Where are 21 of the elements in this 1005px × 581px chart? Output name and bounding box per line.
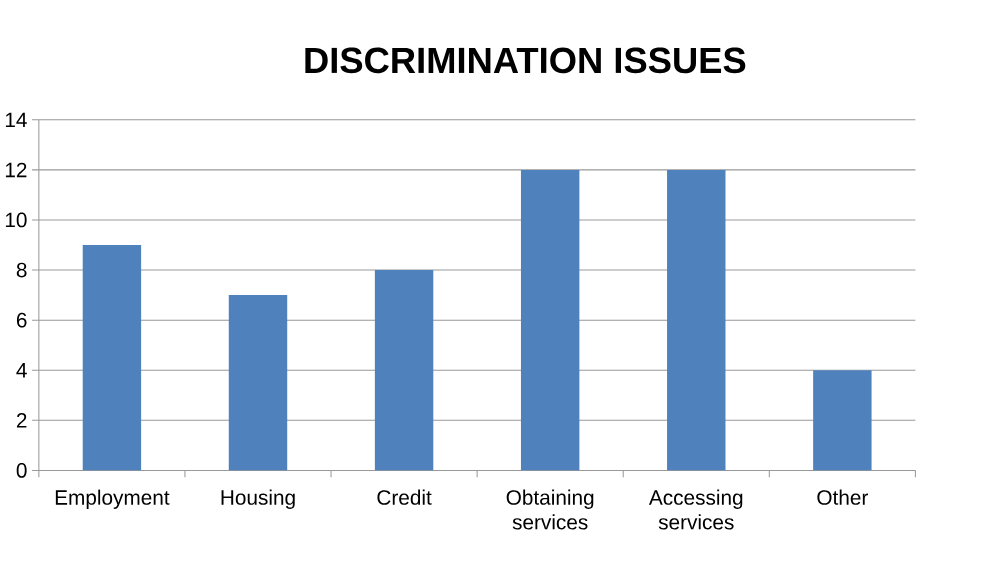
bar (228, 294, 288, 471)
bar (374, 269, 434, 471)
y-tick-label: 12 (5, 162, 27, 177)
y-tick-label: 8 (16, 262, 27, 278)
y-tick-label: 14 (5, 112, 27, 127)
x-tick-label: Employment (55, 489, 170, 509)
chart-title: DISCRIMINATION ISSUES (305, 47, 746, 74)
y-tick-label: 0 (16, 462, 27, 478)
y-tick-label: 6 (16, 312, 27, 328)
bar (82, 244, 142, 471)
bar (520, 169, 580, 471)
x-tick-label: Housing (221, 489, 295, 509)
x-tick-label: Other (817, 489, 868, 505)
y-tick-label: 2 (16, 412, 27, 428)
y-tick-label: 4 (16, 362, 27, 378)
y-tick-label: 10 (5, 212, 27, 228)
x-tick-label: Accessing services (648, 489, 743, 530)
bar (813, 370, 872, 471)
bar (667, 169, 726, 471)
x-tick-label: Credit (377, 489, 432, 505)
x-tick-label: Obtaining services (506, 489, 594, 530)
